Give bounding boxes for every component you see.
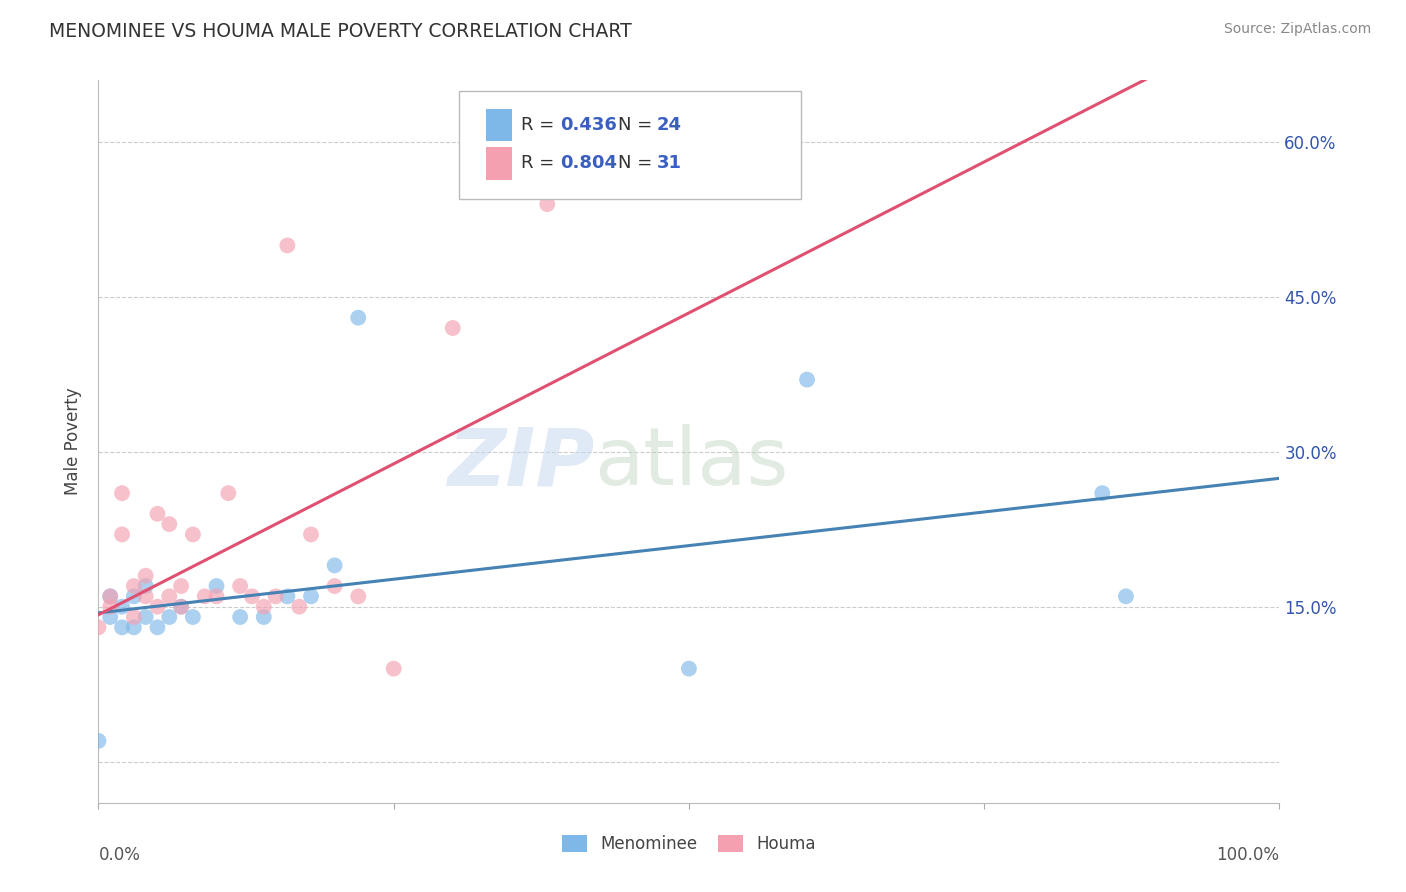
Point	[122, 620, 145, 634]
Point	[170, 599, 193, 614]
Point	[87, 620, 110, 634]
Point	[98, 590, 121, 604]
Text: 0.804: 0.804	[560, 154, 617, 172]
Point	[229, 579, 252, 593]
Point	[299, 527, 322, 541]
Point	[122, 610, 145, 624]
Point	[122, 579, 145, 593]
Point	[98, 610, 121, 624]
Point	[98, 599, 121, 614]
Text: atlas: atlas	[595, 425, 789, 502]
Point	[181, 527, 204, 541]
Point	[253, 610, 276, 624]
Text: Source: ZipAtlas.com: Source: ZipAtlas.com	[1223, 22, 1371, 37]
FancyBboxPatch shape	[458, 91, 801, 200]
Point	[170, 579, 193, 593]
Point	[205, 579, 228, 593]
Point	[240, 590, 263, 604]
Point	[111, 486, 134, 500]
Point	[170, 599, 193, 614]
Legend: Menominee, Houma: Menominee, Houma	[555, 828, 823, 860]
FancyBboxPatch shape	[486, 147, 512, 179]
Point	[181, 610, 204, 624]
Point	[276, 238, 298, 252]
Text: N =: N =	[619, 116, 658, 134]
Point	[146, 507, 169, 521]
Point	[135, 610, 157, 624]
Point	[288, 599, 311, 614]
Point	[135, 579, 157, 593]
Point	[264, 590, 287, 604]
Point	[1091, 486, 1114, 500]
Point	[217, 486, 239, 500]
Point	[536, 197, 558, 211]
Point	[98, 590, 121, 604]
Text: 0.0%: 0.0%	[98, 847, 141, 864]
Point	[276, 590, 298, 604]
Point	[299, 590, 322, 604]
Point	[87, 734, 110, 748]
Point	[111, 599, 134, 614]
Point	[347, 590, 370, 604]
Point	[157, 590, 180, 604]
Text: N =: N =	[619, 154, 658, 172]
Text: MENOMINEE VS HOUMA MALE POVERTY CORRELATION CHART: MENOMINEE VS HOUMA MALE POVERTY CORRELAT…	[49, 22, 631, 41]
Text: 31: 31	[657, 154, 682, 172]
Text: 100.0%: 100.0%	[1216, 847, 1279, 864]
Point	[111, 527, 134, 541]
Point	[205, 590, 228, 604]
Text: ZIP: ZIP	[447, 425, 595, 502]
Text: R =: R =	[522, 116, 560, 134]
Point	[347, 310, 370, 325]
Text: R =: R =	[522, 154, 560, 172]
Text: 0.436: 0.436	[560, 116, 617, 134]
Point	[678, 662, 700, 676]
Point	[253, 599, 276, 614]
Point	[323, 579, 346, 593]
Point	[135, 568, 157, 582]
Text: 24: 24	[657, 116, 682, 134]
Point	[229, 610, 252, 624]
Point	[146, 599, 169, 614]
Point	[441, 321, 464, 335]
Point	[122, 590, 145, 604]
Point	[796, 373, 818, 387]
Point	[146, 620, 169, 634]
Point	[157, 517, 180, 532]
Point	[382, 662, 405, 676]
Point	[194, 590, 217, 604]
Point	[135, 590, 157, 604]
Point	[157, 610, 180, 624]
Point	[111, 620, 134, 634]
FancyBboxPatch shape	[486, 109, 512, 141]
Y-axis label: Male Poverty: Male Poverty	[65, 388, 83, 495]
Point	[323, 558, 346, 573]
Point	[1115, 590, 1137, 604]
